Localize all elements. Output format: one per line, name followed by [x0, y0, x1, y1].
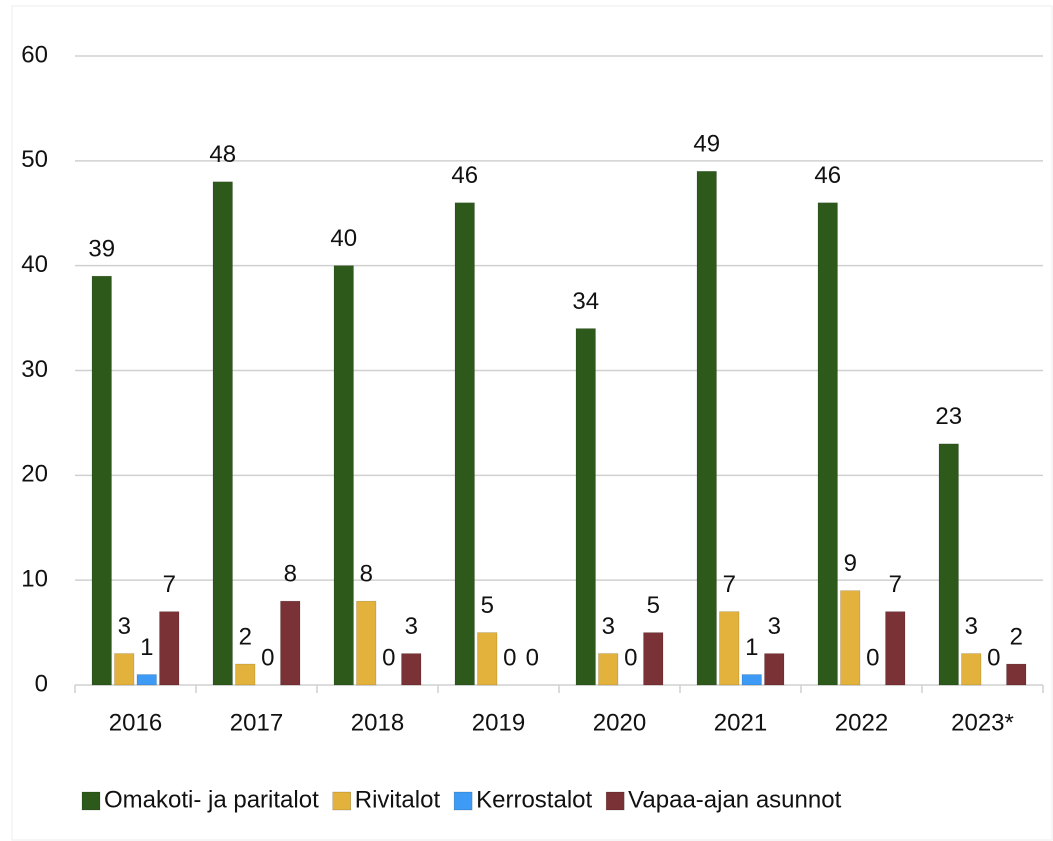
- data-label: 3: [965, 613, 978, 640]
- x-tick-label: 2019: [472, 709, 525, 736]
- legend-label: Omakoti- ja paritalot: [104, 786, 319, 813]
- x-tick-label: 2021: [714, 709, 767, 736]
- y-tick-label: 0: [35, 670, 48, 697]
- legend-swatch: [81, 791, 101, 811]
- data-label: 2: [239, 623, 252, 650]
- data-label: 0: [624, 644, 637, 671]
- data-label: 8: [284, 560, 297, 587]
- data-label: 7: [889, 571, 902, 598]
- data-label: 0: [382, 644, 395, 671]
- data-label: 0: [503, 644, 516, 671]
- bar: [280, 600, 301, 686]
- data-label: 49: [693, 131, 720, 158]
- legend-label: Kerrostalot: [476, 786, 592, 813]
- data-label: 1: [140, 634, 153, 661]
- legend-swatch: [332, 791, 351, 811]
- legend-label: Rivitalot: [355, 786, 441, 813]
- bar: [643, 632, 664, 686]
- y-tick-label: 60: [21, 41, 48, 68]
- data-label: 1: [745, 634, 758, 661]
- bar: [885, 611, 906, 686]
- data-label: 3: [405, 613, 418, 640]
- data-label: 0: [987, 644, 1000, 671]
- data-label: 8: [360, 560, 373, 587]
- data-label: 3: [118, 613, 131, 640]
- bar: [741, 674, 762, 686]
- bar: [817, 202, 838, 686]
- data-label: 2: [1010, 623, 1023, 650]
- data-label: 3: [602, 613, 615, 640]
- data-label: 0: [526, 644, 539, 671]
- bar: [938, 443, 959, 686]
- bar: [401, 653, 422, 686]
- data-label: 3: [768, 613, 781, 640]
- data-label: 23: [935, 403, 962, 430]
- data-label: 46: [451, 162, 478, 189]
- y-tick-label: 10: [21, 566, 48, 593]
- x-tick-label: 2022: [835, 709, 888, 736]
- data-label: 40: [330, 225, 357, 252]
- data-label: 0: [261, 644, 274, 671]
- data-label: 7: [723, 571, 736, 598]
- bar: [840, 590, 861, 686]
- bar: [575, 328, 596, 686]
- data-label: 5: [647, 592, 660, 619]
- data-label: 34: [572, 288, 599, 315]
- y-tick-label: 20: [21, 461, 48, 488]
- x-tick-label: 2016: [109, 709, 162, 736]
- x-tick-label: 2020: [593, 709, 646, 736]
- y-tick-label: 40: [21, 251, 48, 278]
- data-label: 39: [88, 235, 115, 262]
- x-tick-label: 2023*: [951, 709, 1014, 736]
- bar: [356, 600, 377, 686]
- bar: [333, 265, 354, 686]
- y-tick-label: 30: [21, 356, 48, 383]
- data-label: 7: [163, 571, 176, 598]
- x-tick-label: 2018: [351, 709, 404, 736]
- data-label: 0: [866, 644, 879, 671]
- data-label: 5: [481, 592, 494, 619]
- bar: [159, 611, 180, 686]
- bar: [961, 653, 982, 686]
- bar: [696, 171, 717, 686]
- bar: [454, 202, 475, 686]
- bar: [719, 611, 740, 686]
- bar: [212, 181, 233, 686]
- data-label: 48: [209, 141, 236, 168]
- bar: [91, 275, 112, 686]
- bar: [764, 653, 785, 686]
- x-tick-label: 2017: [230, 709, 283, 736]
- y-tick-label: 50: [21, 146, 48, 173]
- legend-label: Vapaa-ajan asunnot: [628, 786, 841, 813]
- bar: [114, 653, 135, 686]
- legend-swatch: [605, 791, 625, 811]
- bar: [136, 674, 157, 686]
- bar: [477, 632, 498, 686]
- chart-border: [11, 5, 1053, 841]
- bar: [235, 663, 256, 686]
- bar: [1006, 663, 1027, 686]
- bar: [598, 653, 619, 686]
- data-label: 9: [844, 550, 857, 577]
- legend-swatch: [453, 791, 473, 811]
- data-label: 46: [814, 162, 841, 189]
